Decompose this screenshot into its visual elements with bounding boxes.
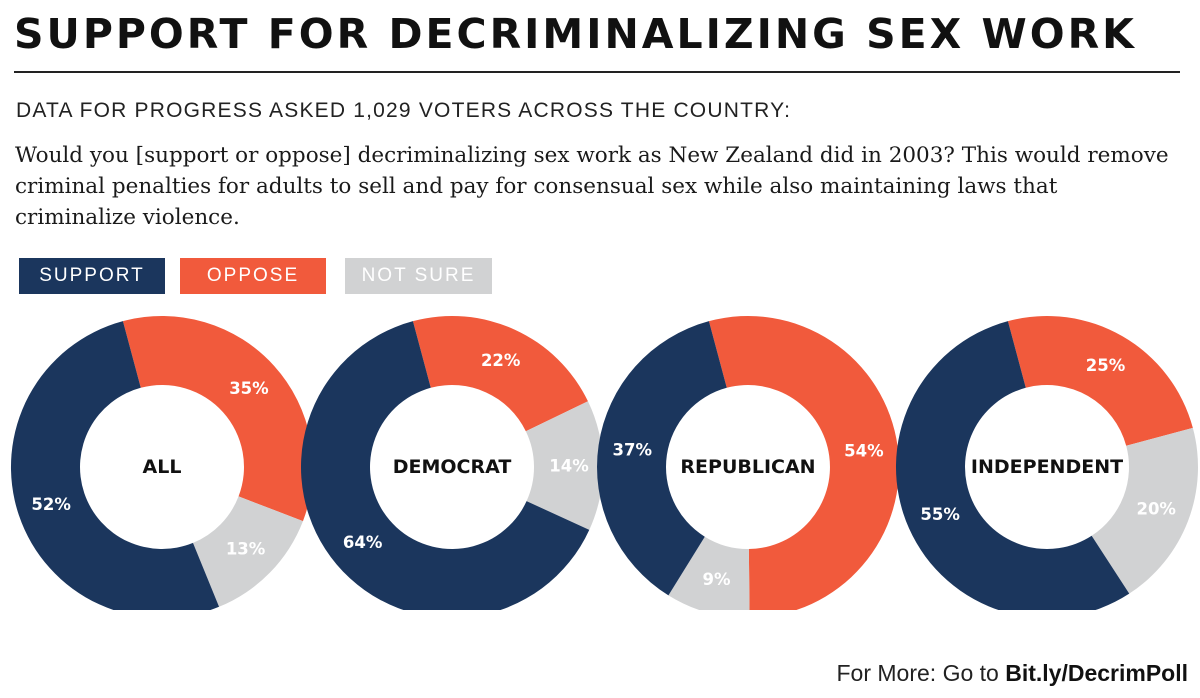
donut-label-democrat: DEMOCRAT (393, 456, 512, 478)
slice-all-oppose (122, 316, 313, 522)
label-democrat-support: 64% (343, 533, 383, 552)
chart-subtitle: DATA FOR PROGRESS ASKED 1,029 VOTERS ACR… (16, 99, 792, 122)
slice-republican-support (597, 321, 727, 596)
footer-prefix: For More: Go to (836, 660, 1006, 686)
chart-title: SUPPORT FOR DECRIMINALIZING SEX WORK (14, 10, 1137, 58)
slice-independent-not-sure (1091, 427, 1198, 594)
label-republican-support: 37% (613, 440, 653, 459)
slice-democrat-oppose (412, 316, 588, 432)
label-all-support: 52% (31, 495, 71, 514)
slice-independent-oppose (1007, 316, 1193, 446)
survey-question: Would you [support or oppose] decriminal… (15, 143, 1169, 230)
slice-republican-oppose (708, 315, 899, 610)
label-all-not-sure: 13% (226, 539, 266, 558)
donut-label-republican: REPUBLICAN (680, 456, 815, 478)
label-independent-support: 55% (920, 505, 960, 524)
title-divider (14, 71, 1180, 73)
slice-republican-not-sure (668, 536, 750, 610)
slice-independent-support (896, 321, 1130, 610)
legend-not-sure: NOT SURE (345, 258, 492, 294)
label-all-oppose: 35% (229, 379, 269, 398)
slice-democrat-not-sure (525, 401, 603, 530)
slice-democrat-support (301, 321, 590, 610)
footer-note: For More: Go to Bit.ly/DecrimPoll (837, 660, 1189, 687)
label-democrat-not-sure: 14% (549, 456, 589, 475)
label-independent-not-sure: 20% (1136, 499, 1176, 518)
label-republican-oppose: 54% (844, 442, 884, 461)
legend-oppose: OPPOSE (180, 258, 326, 294)
label-republican-not-sure: 9% (703, 570, 731, 589)
donut-label-all: ALL (143, 456, 182, 478)
slice-all-not-sure (192, 496, 303, 607)
footer-link[interactable]: Bit.ly/DecrimPoll (1005, 660, 1188, 686)
label-independent-oppose: 25% (1086, 356, 1126, 375)
donut-label-independent: INDEPENDENT (971, 456, 1123, 478)
slice-all-support (11, 321, 220, 610)
label-democrat-oppose: 22% (481, 351, 521, 370)
donut-charts: 35% 13% 52% ALL 22% 14% 64% DEMOCRAT 54% 9% 37% REP… (11, 315, 1198, 610)
legend-support: SUPPORT (19, 258, 165, 294)
